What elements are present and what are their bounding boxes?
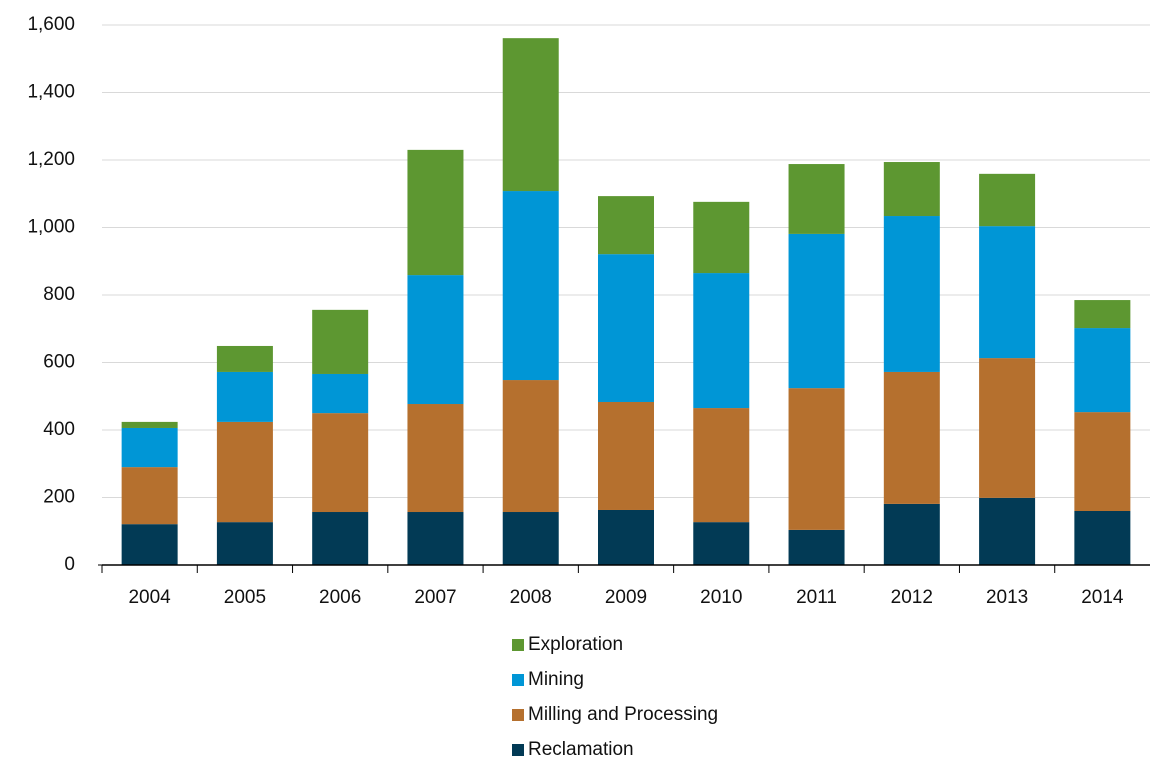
- legend-label: Mining: [528, 669, 584, 690]
- x-tick-label: 2005: [224, 587, 266, 608]
- legend-swatch: [512, 674, 524, 686]
- bar-segment: [216, 345, 273, 372]
- bar-segment: [407, 275, 464, 405]
- legend-swatch: [512, 744, 524, 756]
- legend-label: Exploration: [528, 634, 623, 655]
- bar-segment: [502, 191, 559, 381]
- bar-segment: [502, 380, 559, 513]
- bar-segment: [312, 309, 369, 374]
- bar-segment: [1074, 328, 1131, 413]
- bar-segment: [979, 497, 1036, 565]
- y-tick-label: 0: [64, 554, 75, 575]
- y-tick-label: 1,000: [27, 217, 75, 238]
- bar-segment: [121, 427, 178, 468]
- x-tick-label: 2014: [1081, 587, 1124, 608]
- bar-segment: [788, 388, 845, 530]
- bar-segment: [788, 233, 845, 389]
- bar-segment: [693, 201, 750, 274]
- bar-segment: [598, 401, 654, 510]
- bar-segment: [502, 38, 559, 192]
- bar-segment: [121, 421, 178, 428]
- bar-segment: [1074, 511, 1131, 565]
- x-tick-label: 2004: [128, 587, 171, 608]
- bar-segment: [693, 273, 750, 409]
- bar-segment: [312, 373, 369, 414]
- y-tick-label: 1,600: [27, 14, 75, 35]
- bar-segment: [788, 529, 845, 565]
- x-tick-label: 2006: [319, 587, 361, 608]
- bar-segment: [883, 162, 940, 217]
- bar-segment: [979, 173, 1036, 227]
- bar-segment: [598, 196, 654, 255]
- x-tick-label: 2009: [605, 587, 647, 608]
- x-tick-label: 2007: [414, 587, 456, 608]
- y-tick-label: 400: [43, 419, 75, 440]
- bar-segment: [693, 408, 750, 523]
- bar-segment: [312, 512, 369, 565]
- bar-segment: [883, 503, 940, 565]
- y-tick-label: 600: [43, 352, 75, 373]
- bar-segment: [693, 522, 750, 565]
- bar-segment: [598, 254, 654, 402]
- bar-segment: [979, 358, 1036, 498]
- bar-segment: [407, 149, 464, 276]
- x-tick-label: 2010: [700, 587, 742, 608]
- bar-segment: [407, 404, 464, 513]
- bar-segment: [407, 512, 464, 565]
- legend-label: Milling and Processing: [528, 704, 718, 725]
- y-tick-label: 200: [43, 487, 75, 508]
- bar-segment: [883, 371, 940, 504]
- bar-segment: [216, 522, 273, 565]
- legend-swatch: [512, 709, 524, 721]
- y-tick-label: 1,200: [27, 149, 75, 170]
- x-tick-label: 2013: [986, 587, 1028, 608]
- bar-segment: [312, 413, 369, 513]
- bar-segment: [216, 421, 273, 523]
- legend-swatch: [512, 639, 524, 651]
- bar-segment: [598, 509, 654, 565]
- bar-segment: [216, 371, 273, 422]
- bar-segment: [1074, 412, 1131, 511]
- bar-segment: [788, 164, 845, 234]
- bar-segment: [121, 467, 178, 525]
- x-tick-label: 2008: [510, 587, 552, 608]
- y-tick-label: 800: [43, 284, 75, 305]
- bar-segment: [1074, 300, 1131, 329]
- bar-segment: [121, 524, 178, 565]
- bar-segment: [502, 512, 559, 565]
- bar-segment: [979, 226, 1036, 359]
- legend-label: Reclamation: [528, 739, 634, 760]
- y-tick-label: 1,400: [27, 82, 75, 103]
- x-tick-label: 2012: [891, 587, 933, 608]
- bar-segment: [883, 216, 940, 372]
- x-tick-label: 2011: [796, 587, 837, 608]
